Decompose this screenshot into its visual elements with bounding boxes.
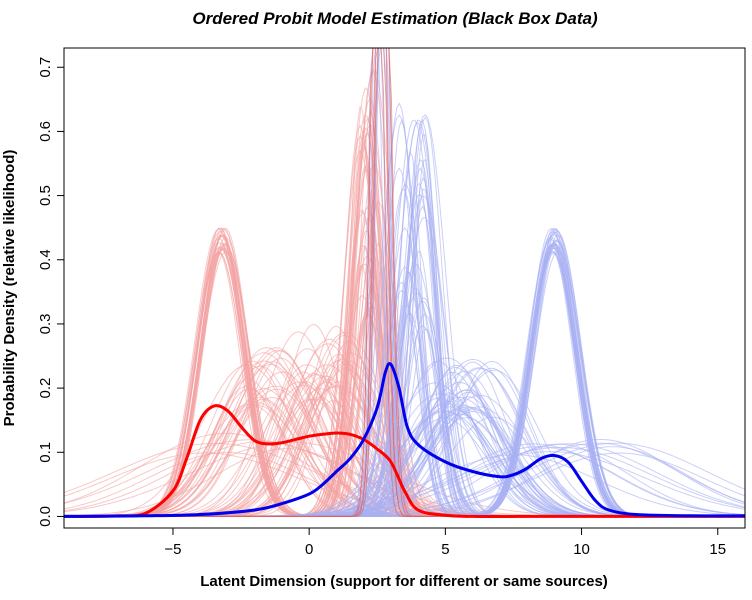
x-tick-label: 15: [709, 541, 726, 558]
chart-title: Ordered Probit Model Estimation (Black B…: [192, 9, 598, 28]
y-tick-label: 0.3: [37, 314, 54, 335]
x-axis: −5 0 5 10 15: [164, 528, 726, 558]
x-tick-label: 0: [305, 541, 313, 558]
y-tick-label: 0.6: [37, 121, 54, 142]
x-axis-label: Latent Dimension (support for different …: [200, 573, 608, 590]
y-tick-label: 0.7: [37, 57, 54, 78]
red-mean-curve: [64, 404, 745, 519]
y-axis-label: Probability Density (relative likelihood…: [1, 150, 18, 427]
plot-frame: [63, 47, 746, 529]
mean-density-curves: [64, 361, 745, 519]
y-tick-label: 0.1: [37, 442, 54, 463]
y-tick-label: 0.4: [37, 249, 54, 270]
y-tick-label: 0.0: [37, 506, 54, 527]
y-tick-label: 0.2: [37, 378, 54, 399]
x-tick-label: −5: [164, 541, 181, 558]
posterior-sample-curves: [64, 48, 745, 517]
blue-mean-curve: [64, 361, 745, 518]
y-axis: 0.0 0.1 0.2 0.3 0.4 0.5 0.6 0.7: [37, 57, 64, 527]
x-tick-label: 5: [441, 541, 449, 558]
y-tick-label: 0.5: [37, 185, 54, 206]
x-tick-label: 10: [573, 541, 590, 558]
